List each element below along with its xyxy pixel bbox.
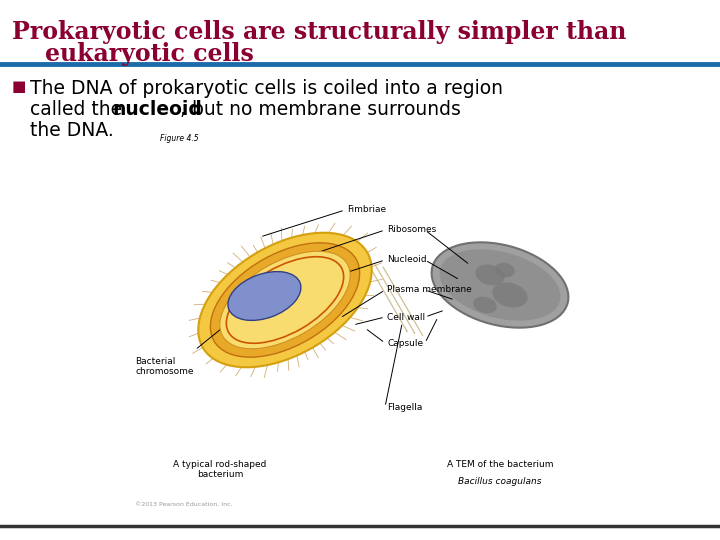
Text: ©2013 Pearson Education, Inc.: ©2013 Pearson Education, Inc. xyxy=(135,502,233,507)
Ellipse shape xyxy=(475,265,505,286)
Ellipse shape xyxy=(439,249,560,321)
Text: Ribosomes: Ribosomes xyxy=(387,226,436,234)
Text: nucleoid: nucleoid xyxy=(112,100,202,119)
Text: Prokaryotic cells are structurally simpler than: Prokaryotic cells are structurally simpl… xyxy=(12,20,626,44)
Text: Bacterial
chromosome: Bacterial chromosome xyxy=(135,357,194,376)
Ellipse shape xyxy=(226,256,343,343)
Text: The DNA of prokaryotic cells is coiled into a region: The DNA of prokaryotic cells is coiled i… xyxy=(30,79,503,98)
Text: Figure 4.5: Figure 4.5 xyxy=(160,134,199,143)
Ellipse shape xyxy=(228,272,301,320)
Ellipse shape xyxy=(220,251,350,349)
Text: Cell wall: Cell wall xyxy=(387,313,425,321)
Text: Flagella: Flagella xyxy=(387,402,423,411)
Text: Nucleoid: Nucleoid xyxy=(387,255,427,265)
Text: Fimbriae: Fimbriae xyxy=(347,206,386,214)
Ellipse shape xyxy=(495,263,515,277)
Text: ■: ■ xyxy=(12,79,27,94)
Text: eukaryotic cells: eukaryotic cells xyxy=(12,42,254,66)
Text: Bacillus coagulans: Bacillus coagulans xyxy=(458,477,541,486)
Ellipse shape xyxy=(473,296,497,313)
Ellipse shape xyxy=(210,243,360,357)
Text: the DNA.: the DNA. xyxy=(30,121,114,140)
Text: , but no membrane surrounds: , but no membrane surrounds xyxy=(180,100,461,119)
Ellipse shape xyxy=(492,282,528,307)
Text: Capsule: Capsule xyxy=(387,339,423,348)
Ellipse shape xyxy=(198,233,372,367)
Text: Plasma membrane: Plasma membrane xyxy=(387,286,472,294)
Text: A typical rod-shaped
bacterium: A typical rod-shaped bacterium xyxy=(174,460,266,480)
Text: called the: called the xyxy=(30,100,128,119)
Ellipse shape xyxy=(431,242,568,328)
Text: A TEM of the bacterium: A TEM of the bacterium xyxy=(446,460,553,469)
